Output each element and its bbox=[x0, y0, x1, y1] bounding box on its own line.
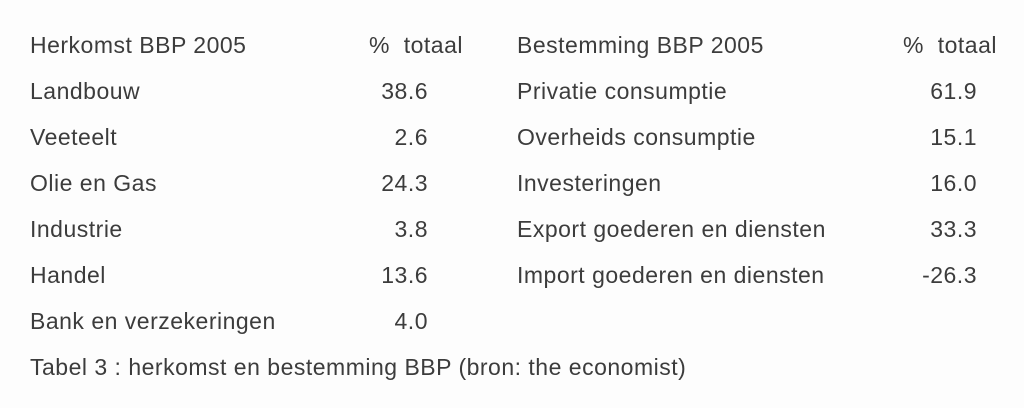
bestemming-row-value: 61.9 bbox=[930, 77, 977, 104]
herkomst-row-label: Bank en verzekeringen bbox=[30, 307, 276, 334]
table-caption: Tabel 3 : herkomst en bestemming BBP (br… bbox=[30, 353, 687, 380]
herkomst-row-label: Handel bbox=[30, 261, 106, 288]
herkomst-row-label: Industrie bbox=[30, 215, 123, 242]
bestemming-row-label: Overheids consumptie bbox=[517, 123, 756, 150]
bestemming-row-label: Investeringen bbox=[517, 169, 662, 196]
bestemming-row-label: Export goederen en diensten bbox=[517, 215, 826, 242]
herkomst-row-value: 24.3 bbox=[381, 169, 428, 196]
document-page: Herkomst BBP 2005 % totaal Bestemming BB… bbox=[30, 22, 997, 390]
herkomst-percent-totaal-header: % totaal bbox=[369, 31, 463, 58]
herkomst-row-value: 38.6 bbox=[381, 77, 428, 104]
herkomst-row-value: 3.8 bbox=[394, 215, 428, 242]
bestemming-row-label: Privatie consumptie bbox=[517, 77, 728, 104]
bestemming-row-value: 15.1 bbox=[930, 123, 977, 150]
bestemming-table-title: Bestemming BBP 2005 bbox=[517, 31, 764, 58]
bestemming-row-value bbox=[897, 298, 997, 344]
bestemming-percent-totaal-header: % totaal bbox=[903, 31, 997, 58]
bestemming-row-label: Import goederen en diensten bbox=[517, 261, 825, 288]
herkomst-table-title: Herkomst BBP 2005 bbox=[30, 31, 247, 58]
herkomst-row-label: Olie en Gas bbox=[30, 169, 157, 196]
bestemming-row-value: 33.3 bbox=[930, 215, 977, 242]
gdp-tables-grid: Herkomst BBP 2005 % totaal Bestemming BB… bbox=[30, 22, 997, 344]
herkomst-row-value: 4.0 bbox=[394, 307, 428, 334]
herkomst-row-label: Veeteelt bbox=[30, 123, 118, 150]
herkomst-row-label: Landbouw bbox=[30, 77, 141, 104]
bestemming-row-value: 16.0 bbox=[930, 169, 977, 196]
herkomst-row-value: 2.6 bbox=[394, 123, 428, 150]
herkomst-row-value: 13.6 bbox=[381, 261, 428, 288]
bestemming-row-label bbox=[463, 298, 897, 344]
bestemming-row-value: -26.3 bbox=[922, 261, 977, 288]
